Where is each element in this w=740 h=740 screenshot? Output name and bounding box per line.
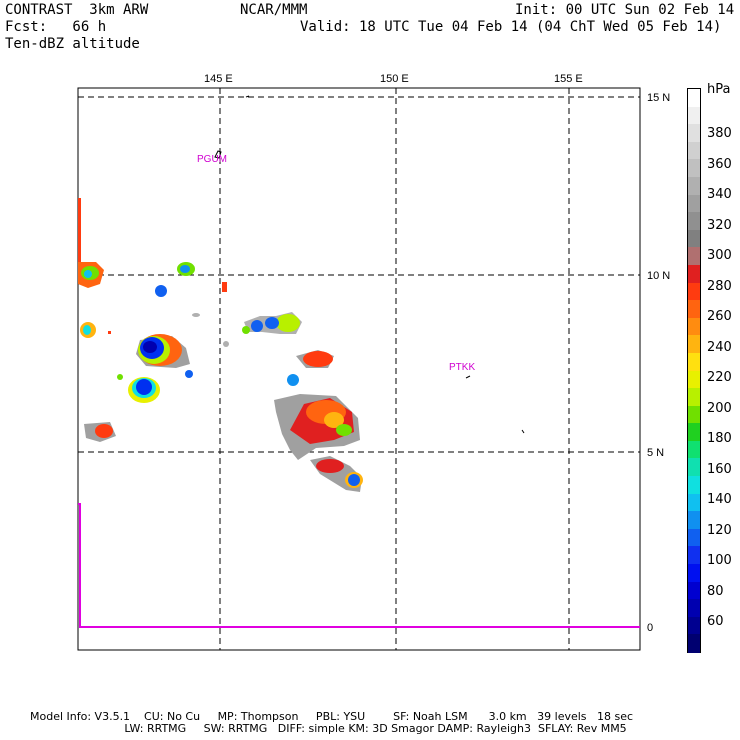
init-time: Init: 00 UTC Sun 02 Feb 14 bbox=[515, 2, 735, 18]
colorbar-segment bbox=[688, 352, 700, 371]
colorbar-segment bbox=[688, 546, 700, 565]
colorbar-segment bbox=[688, 264, 700, 284]
colorbar-label: 120 bbox=[707, 522, 732, 538]
colorbar-segment bbox=[688, 317, 700, 336]
forecast-hour: Fcst: 66 h bbox=[5, 19, 107, 35]
colorbar-segment bbox=[688, 581, 700, 600]
colorbar-segment bbox=[688, 440, 700, 459]
colorbar-segment bbox=[688, 511, 700, 530]
colorbar-label: 140 bbox=[707, 492, 732, 507]
lat-label-5: 5 N bbox=[647, 447, 664, 459]
model-info-line1: Model Info: V3.5.1 CU: No Cu MP: Thompso… bbox=[30, 710, 634, 723]
colorbar-segment bbox=[688, 194, 700, 213]
colorbar-segment bbox=[688, 493, 700, 512]
colorbar-segment bbox=[688, 388, 700, 407]
colorbar-segment bbox=[688, 141, 700, 160]
lat-label-15: 15 N bbox=[647, 92, 670, 104]
colorbar-label: 320 bbox=[707, 217, 732, 233]
colorbar-segment bbox=[688, 564, 700, 583]
model-name: CONTRAST 3km ARW bbox=[5, 2, 149, 18]
colorbar-segment bbox=[688, 370, 700, 389]
colorbar-segment bbox=[688, 405, 700, 424]
field-name: Ten-dBZ altitude bbox=[5, 36, 140, 52]
colorbar-label: 280 bbox=[707, 278, 732, 294]
station-ptkk: PTKK bbox=[449, 362, 475, 373]
colorbar-segment bbox=[688, 176, 700, 196]
colorbar-segment bbox=[688, 476, 700, 495]
magenta-trace bbox=[78, 503, 640, 628]
colorbar-label: 180 bbox=[707, 431, 732, 446]
colorbar-label: 60 bbox=[707, 614, 724, 629]
map-frame bbox=[77, 87, 641, 651]
valid-time: Valid: 18 UTC Tue 04 Feb 14 (04 ChT Wed … bbox=[300, 19, 722, 35]
colorbar-label: 260 bbox=[707, 309, 732, 324]
colorbar-label: 80 bbox=[707, 583, 724, 599]
colorbar-segment bbox=[688, 159, 700, 178]
lon-label-155: 155 E bbox=[554, 73, 583, 85]
center-name: NCAR/MMM bbox=[240, 2, 308, 18]
colorbar-segment bbox=[688, 300, 700, 319]
colorbar-segment bbox=[688, 616, 700, 635]
lon-label-150: 150 E bbox=[380, 73, 409, 85]
island-outlines bbox=[214, 95, 525, 434]
colorbar-segment bbox=[688, 282, 700, 301]
model-info-line2: LW: RRTMG SW: RRTMG DIFF: simple KM: 3D … bbox=[30, 722, 627, 735]
colorbar-label: 220 bbox=[707, 370, 732, 385]
right-axis-zero: 0 bbox=[647, 622, 653, 634]
station-pgum: PGUM bbox=[197, 154, 227, 165]
colorbar-label: 360 bbox=[707, 156, 732, 172]
colorbar-segment bbox=[688, 458, 700, 477]
grid-lines bbox=[78, 88, 640, 650]
colorbar-segment bbox=[688, 634, 700, 653]
colorbar-label: 240 bbox=[707, 339, 732, 355]
colorbar-label: 100 bbox=[707, 553, 732, 568]
colorbar-segment bbox=[688, 335, 700, 354]
colorbar-segment bbox=[688, 89, 700, 108]
colorbar-label: 160 bbox=[707, 461, 732, 477]
colorbar-segment bbox=[688, 247, 700, 266]
colorbar-segment bbox=[688, 229, 700, 248]
colorbar-segment bbox=[688, 106, 700, 125]
colorbar-segment bbox=[688, 212, 700, 231]
lon-label-145: 145 E bbox=[204, 73, 233, 85]
colorbar-label: 200 bbox=[707, 400, 732, 416]
colorbar-label: 300 bbox=[707, 248, 732, 263]
colorbar-segment bbox=[688, 528, 700, 547]
color-scale-bar bbox=[687, 88, 701, 653]
colorbar-segment bbox=[688, 124, 700, 143]
colorbar-segment bbox=[688, 599, 700, 618]
colorbar-label: 340 bbox=[707, 187, 732, 202]
lat-label-10: 10 N bbox=[647, 270, 670, 282]
colorbar-label: 380 bbox=[707, 126, 732, 141]
reflectivity-cells bbox=[78, 198, 363, 492]
colorbar-unit: hPa bbox=[707, 82, 731, 97]
colorbar-segment bbox=[688, 423, 700, 442]
